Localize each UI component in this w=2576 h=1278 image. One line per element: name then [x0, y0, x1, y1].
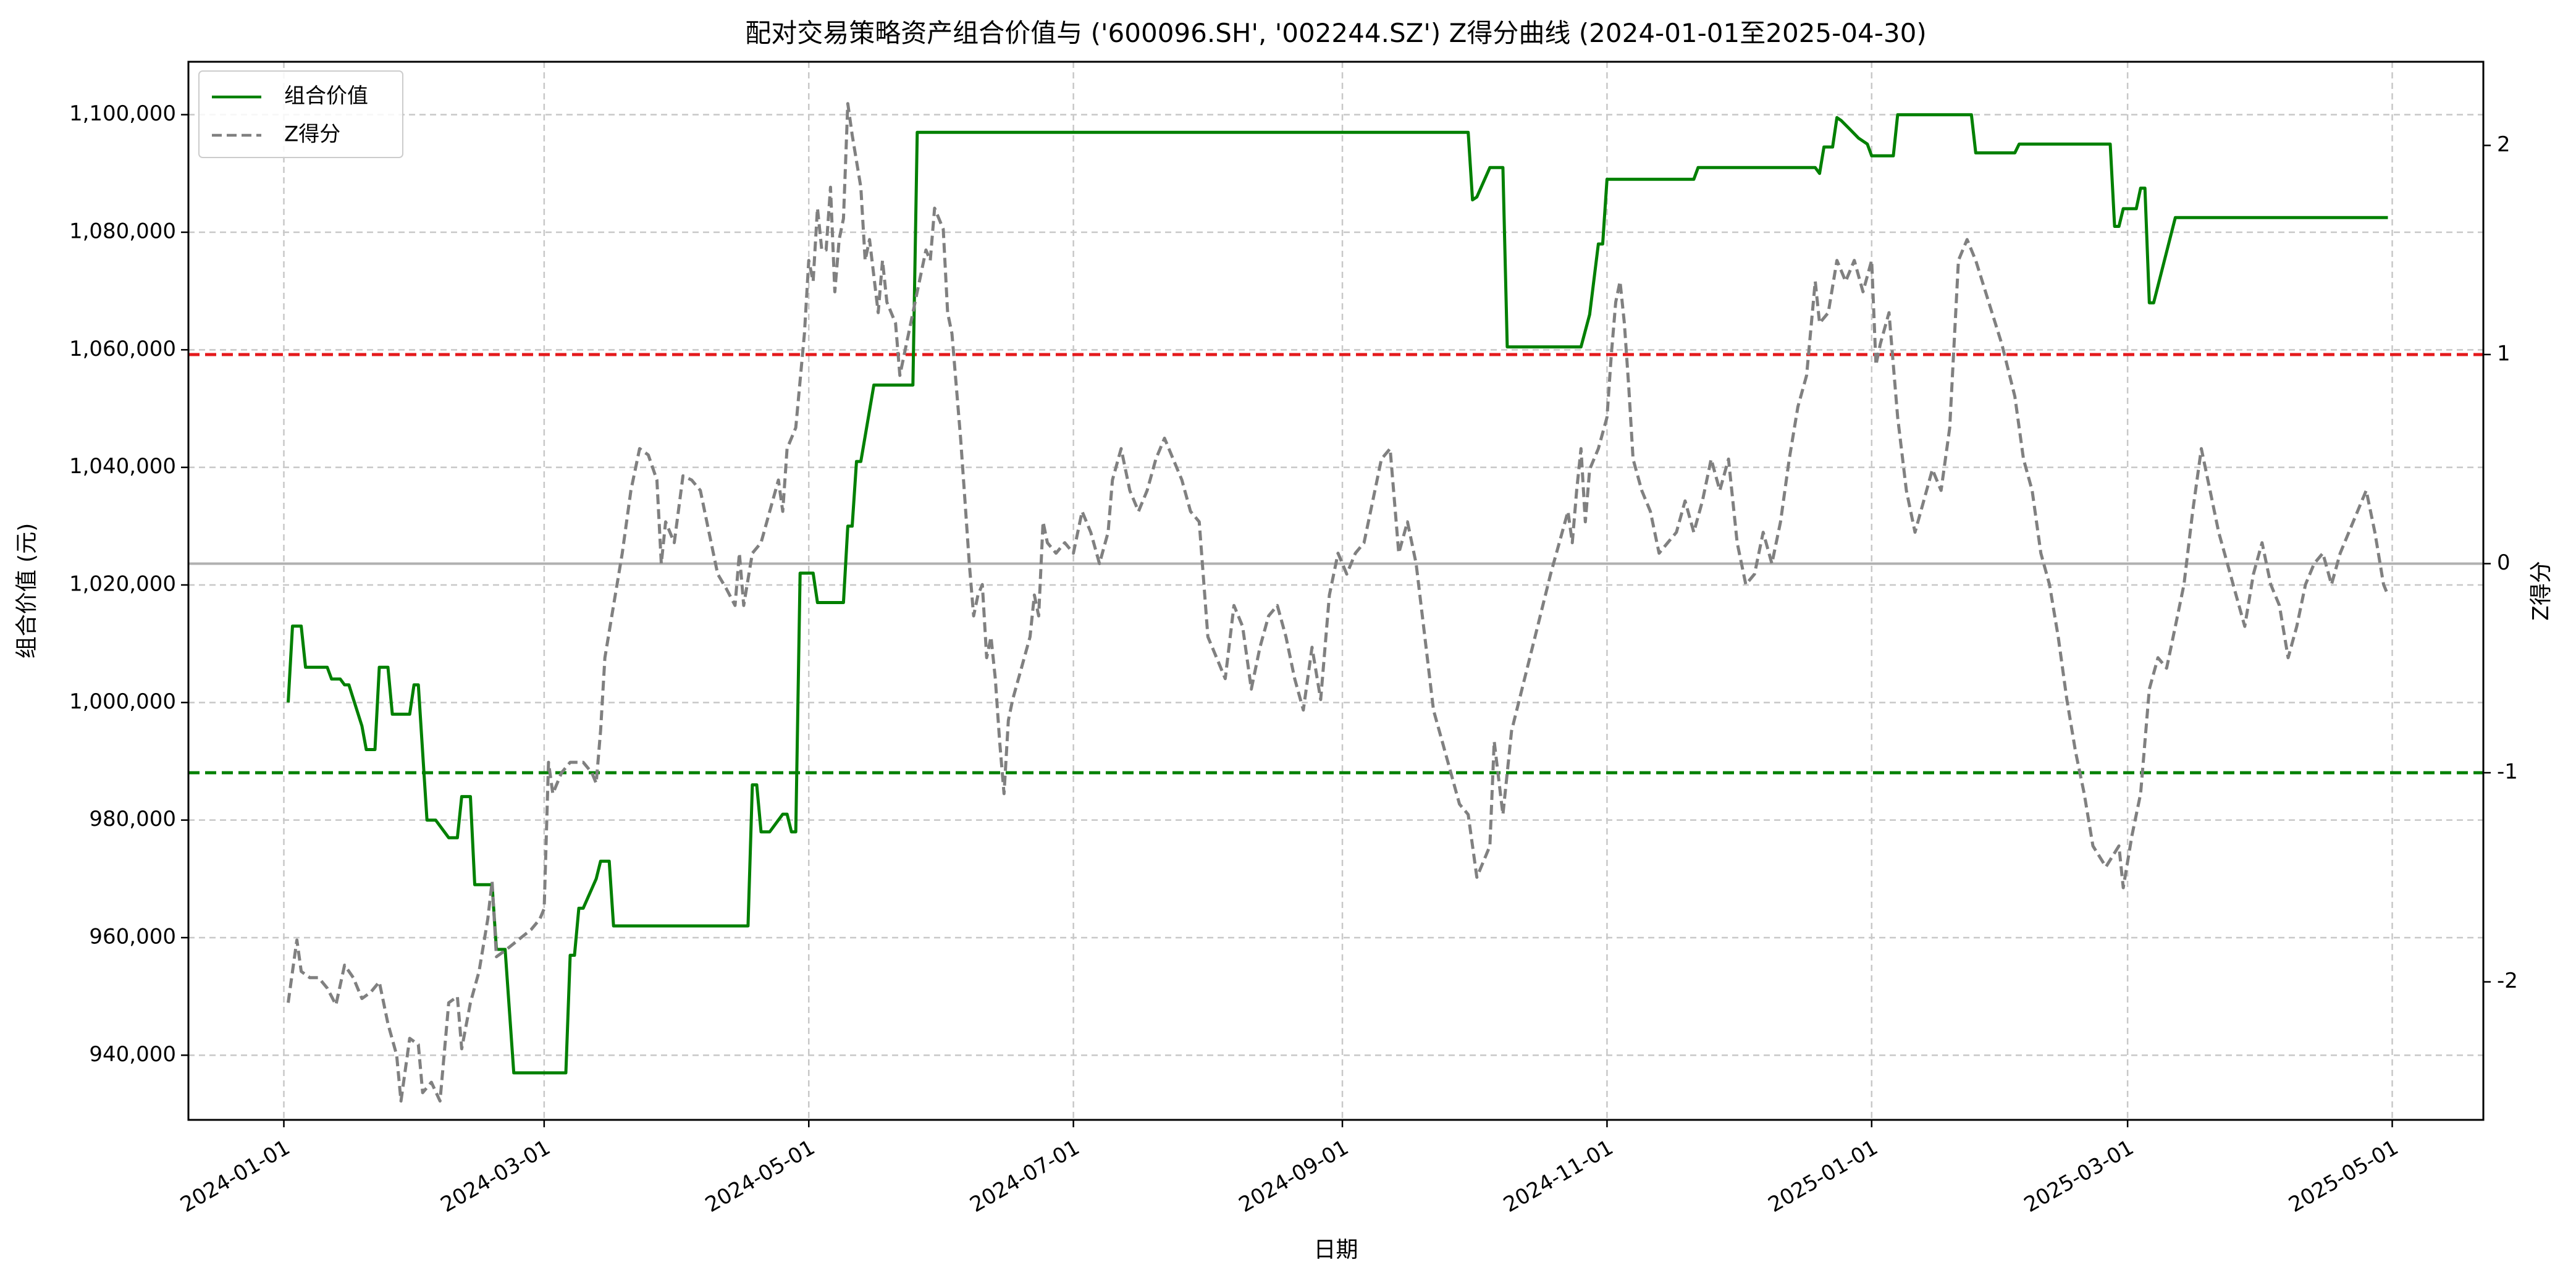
legend-label-portfolio: 组合价值	[284, 84, 368, 109]
y-axis-left-title: 组合价值 (元)	[14, 523, 40, 659]
series-line-zscore	[287, 102, 2389, 1103]
y-right-tick-label: 1	[2497, 341, 2511, 366]
y-left-tick-label: 1,040,000	[69, 454, 176, 479]
y-axis-right: -2 -1 0 1 2	[2483, 132, 2518, 993]
y-right-tick-label: -1	[2497, 760, 2518, 784]
legend-label-zscore: Z得分	[284, 122, 340, 147]
y-axis-right-title: Z得分	[2528, 561, 2554, 621]
y-left-tick-label: 960,000	[89, 924, 176, 949]
legend: 组合价值 Z得分	[198, 70, 403, 158]
y-left-tick-label: 1,000,000	[69, 689, 176, 714]
series-line-portfolio-value	[287, 113, 2388, 1075]
y-right-tick-label: -2	[2497, 969, 2518, 993]
series-lines	[287, 102, 2389, 1103]
plot-area-frame	[187, 61, 2485, 1121]
y-left-tick-label: 1,020,000	[69, 571, 176, 596]
y-axis-left: 940,000 960,000 980,000 1,000,000 1,020,000 1…	[69, 101, 188, 1067]
y-left-tick-label: 940,000	[89, 1042, 176, 1067]
x-axis-title: 日期	[1313, 1237, 1358, 1263]
y-right-tick-label: 2	[2497, 132, 2511, 157]
y-left-tick-label: 1,100,000	[69, 101, 176, 126]
chart-title: 配对交易策略资产组合价值与 ('600096.SH', '002244.SZ')…	[745, 18, 1926, 48]
y-right-tick-label: 0	[2497, 550, 2511, 575]
grid-lines	[188, 62, 2483, 1120]
y-left-tick-label: 1,080,000	[69, 219, 176, 243]
y-left-tick-label: 980,000	[89, 807, 176, 831]
y-left-tick-label: 1,060,000	[69, 337, 176, 361]
